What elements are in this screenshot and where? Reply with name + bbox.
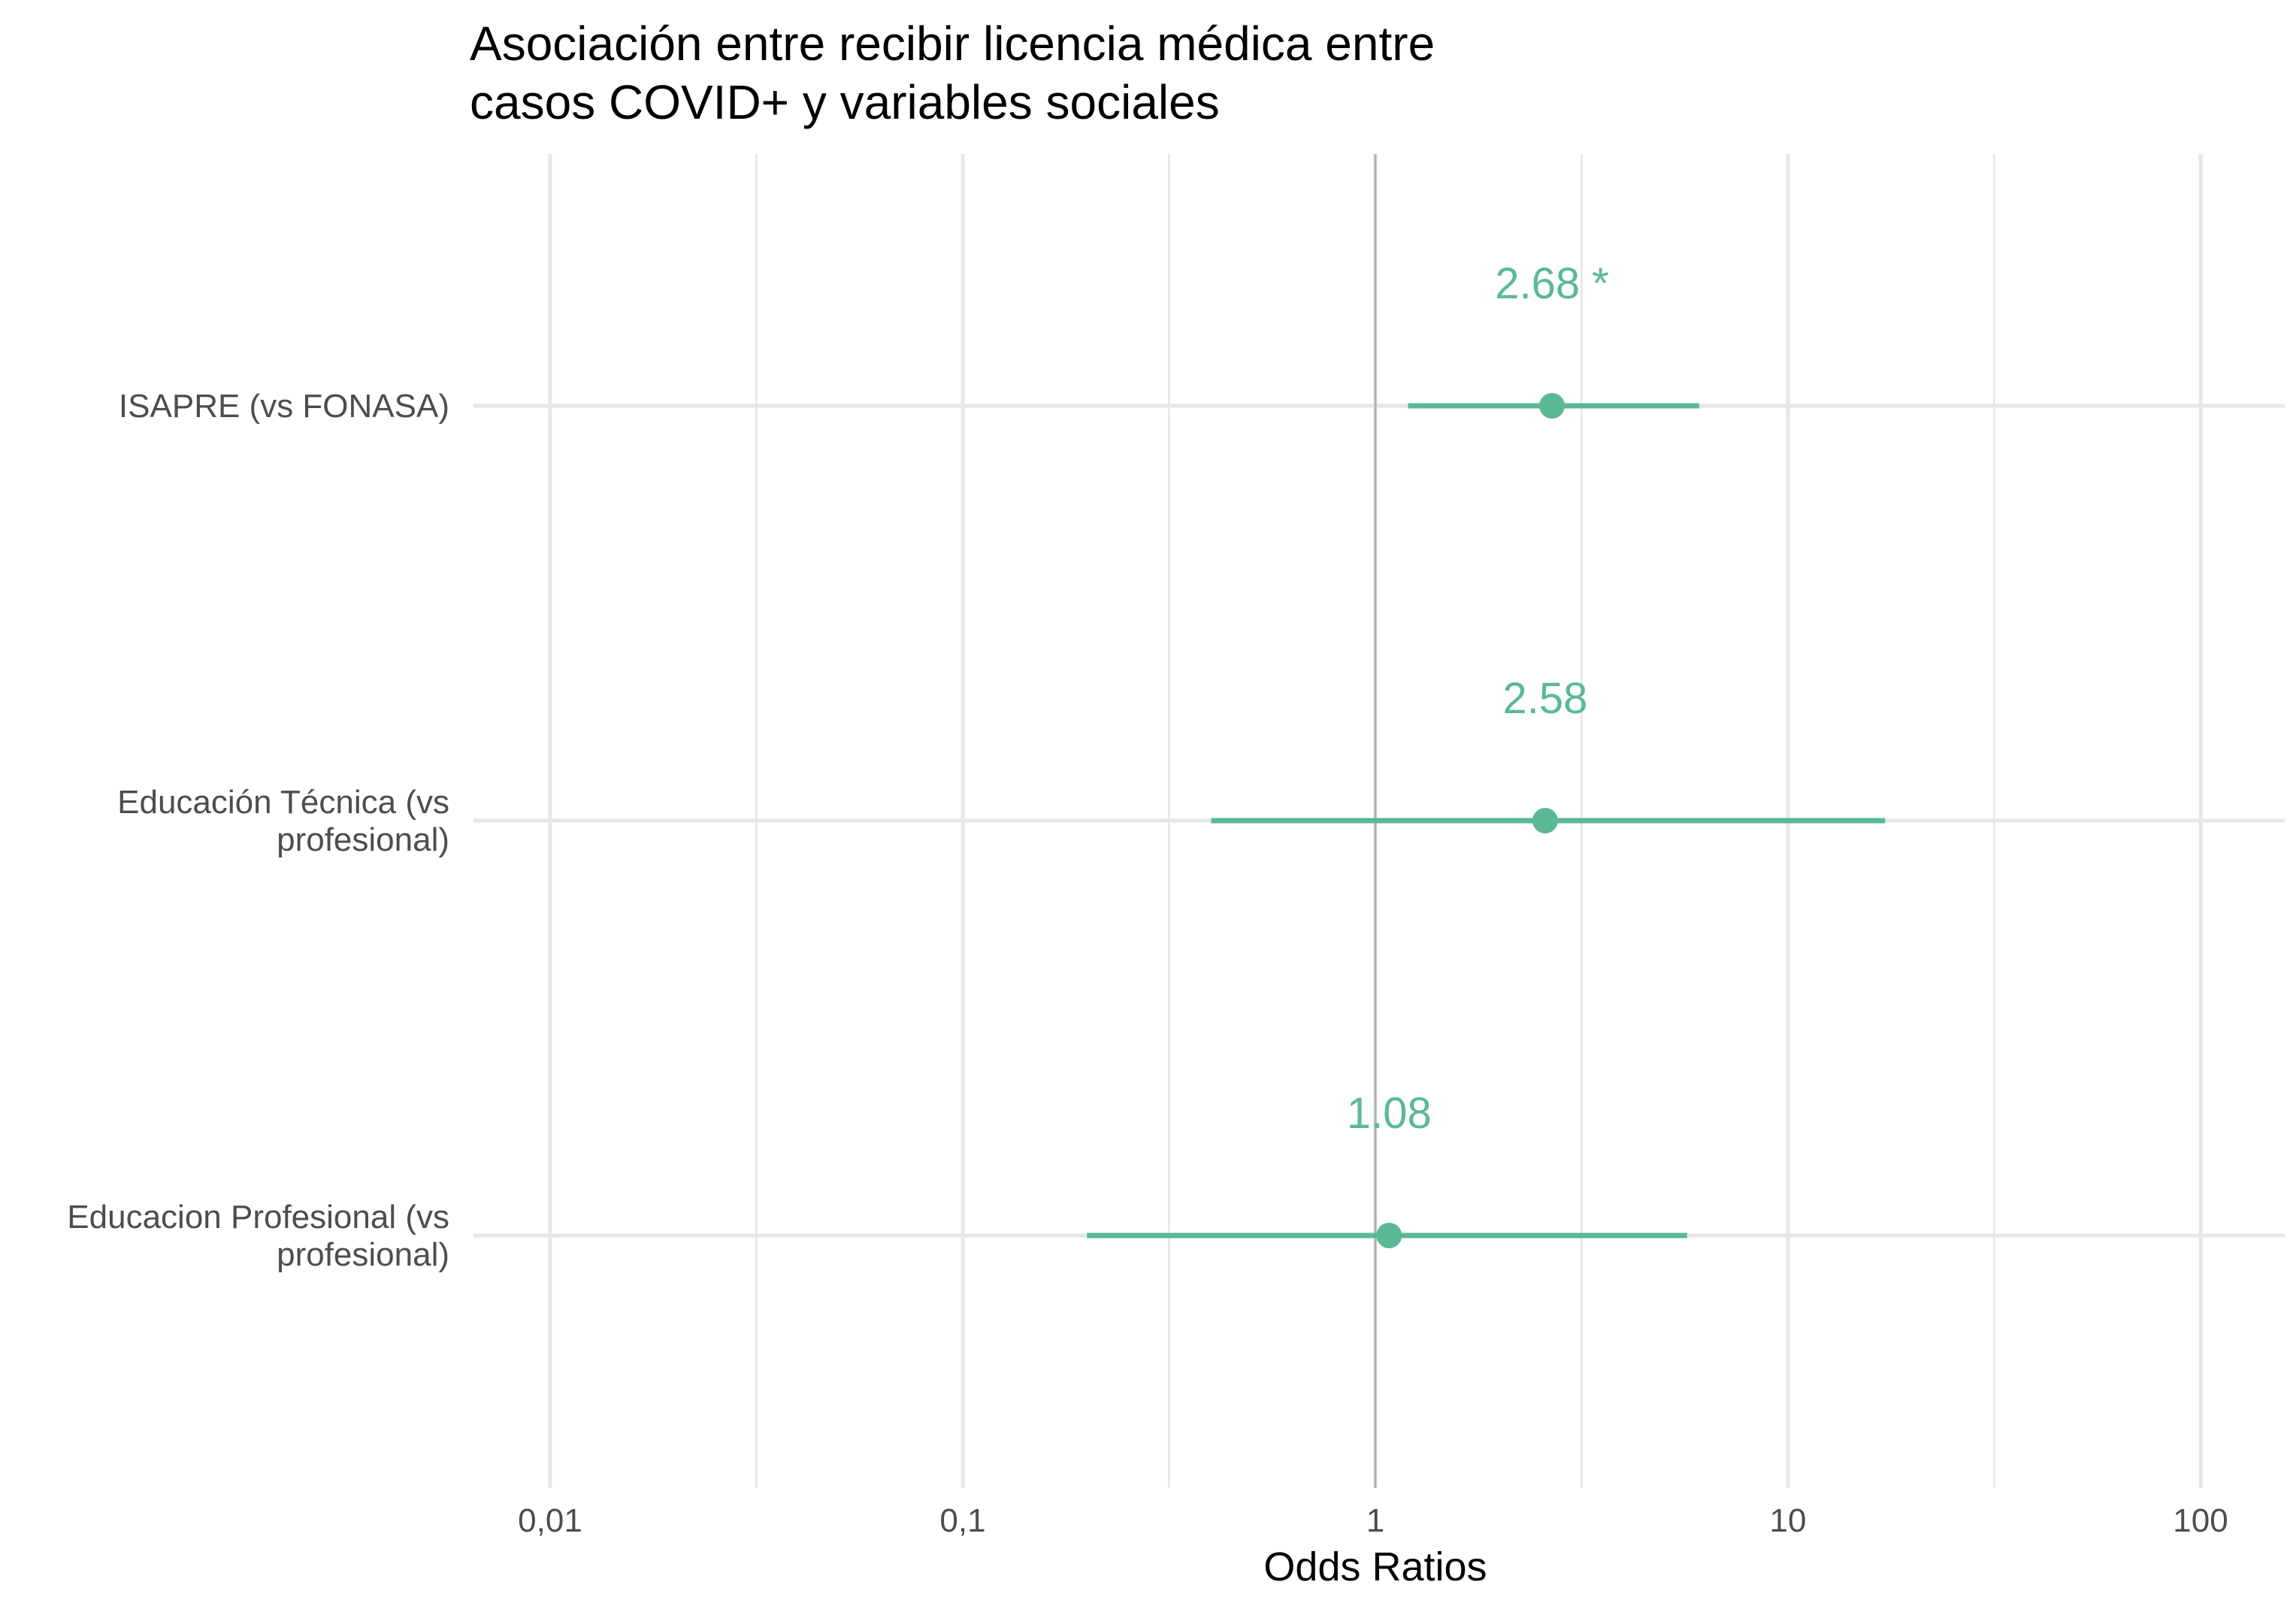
chart-title-line-1: Asociación entre recibir licencia médica… [470, 17, 1435, 71]
estimate-value-label: 1.08 [1347, 1089, 1432, 1138]
chart-title-group: Asociación entre recibir licencia médica… [470, 17, 1435, 129]
row-labels-layer: ISAPRE (vs FONASA)Educación Técnica (vsp… [67, 388, 449, 1273]
row-label: Educacion Profesional (vs [67, 1199, 449, 1235]
x-tick-label: 0,1 [939, 1502, 985, 1539]
x-axis-title: Odds Ratios [1263, 1544, 1487, 1589]
estimate-value-label: 2.68 * [1495, 259, 1609, 308]
chart-title-line-2: casos COVID+ y variables sociales [470, 75, 1220, 129]
estimate-point [1532, 808, 1558, 833]
x-tick-label: 10 [1770, 1502, 1807, 1539]
row-label: Educación Técnica (vs [117, 784, 449, 821]
x-axis-layer: Odds Ratios 0,01 0,1 1 10 100 [518, 1502, 2228, 1589]
x-tick-label: 100 [2173, 1502, 2228, 1539]
row-label: profesional) [277, 821, 449, 858]
x-tick-label: 1 [1366, 1502, 1384, 1539]
estimate-point [1539, 393, 1565, 419]
row-label: ISAPRE (vs FONASA) [119, 388, 449, 425]
marks-layer: 2.68 * 2.58 1.08 [1087, 259, 1886, 1248]
row-label: profesional) [277, 1236, 449, 1273]
x-tick-label: 0,01 [518, 1502, 582, 1539]
estimate-value-label: 2.58 [1503, 674, 1588, 723]
estimate-point [1376, 1223, 1402, 1248]
